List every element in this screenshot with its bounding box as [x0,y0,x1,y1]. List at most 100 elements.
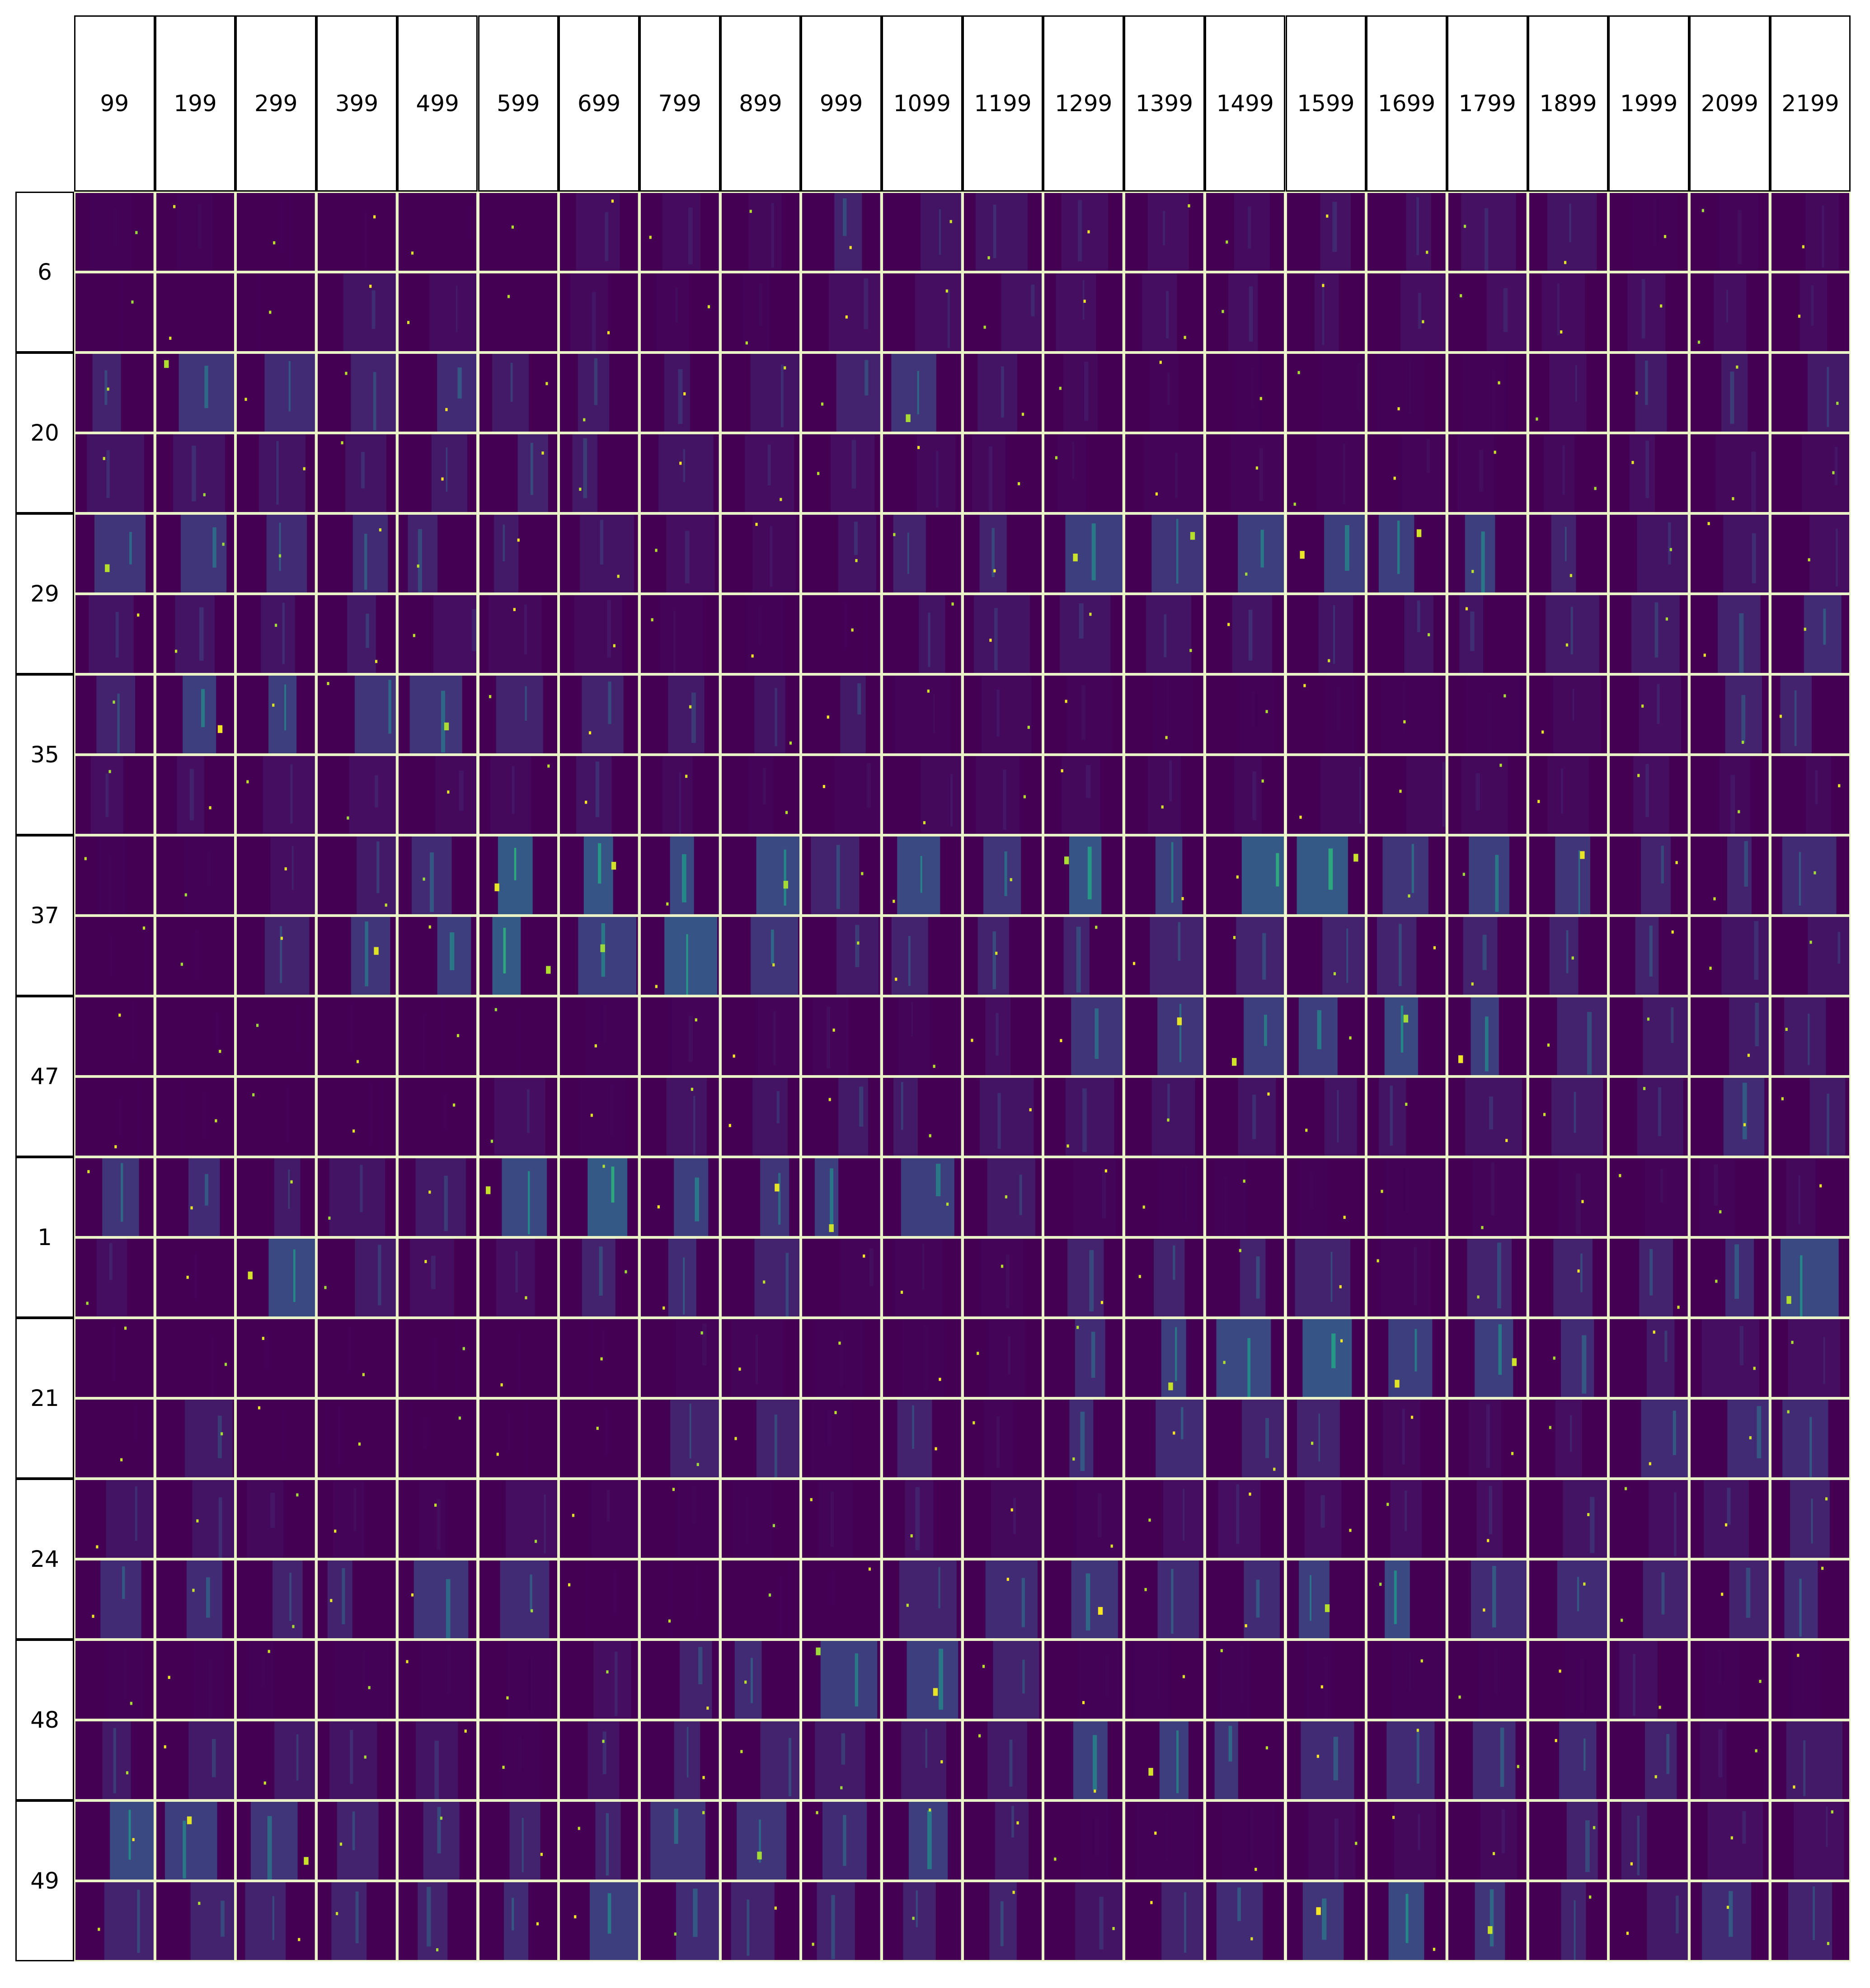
heatmap-tile [397,1720,478,1800]
activation-region [1715,434,1769,512]
activation-peak [1483,1608,1485,1612]
activation-region [1720,756,1750,834]
heatmap-tile [1366,1157,1447,1237]
activation-streak [1727,1487,1731,1525]
activation-region [1555,837,1590,914]
heatmap-tile [397,1398,478,1479]
activation-streak [1837,932,1840,964]
activation-peak [1796,1654,1800,1657]
activation-streak [1072,442,1074,479]
activation-peak [1297,371,1300,374]
heatmap-image [237,917,315,995]
heatmap-tile [1124,1076,1205,1157]
activation-region [1719,193,1758,271]
heatmap-tile [478,1479,559,1559]
activation-peak [1660,304,1663,308]
row-header-label: 6 [38,259,52,285]
activation-region [1469,837,1509,914]
activation-region [259,434,306,512]
activation-peak [330,1599,333,1603]
heatmap-image [560,1400,638,1477]
column-header-label: 1799 [1458,90,1516,117]
activation-streak [376,841,380,893]
activation-region [1148,756,1181,834]
activation-region [1800,273,1827,351]
heatmap-tile [1366,916,1447,996]
heatmap-image [1448,676,1527,753]
activation-peak [989,639,992,642]
row-header-49: 49 [15,1800,74,1961]
heatmap-tile [1527,674,1609,755]
heatmap-image [1206,1400,1284,1477]
heatmap-image [1367,595,1446,673]
heatmap-image [1287,1319,1365,1397]
activation-peak [1713,897,1716,901]
activation-peak [1082,1701,1085,1704]
activation-streak [273,1896,275,1940]
activation-peak [1779,714,1782,718]
heatmap-tile [1608,1076,1689,1157]
heatmap-image [1771,595,1850,673]
activation-region [1157,1560,1199,1638]
heatmap-image [1287,1721,1365,1799]
activation-region [756,1400,800,1477]
activation-streak [1566,930,1569,973]
row-header-label: 49 [30,1868,59,1894]
heatmap-tile [74,272,155,352]
activation-streak [1492,370,1496,432]
activation-streak [1224,1176,1227,1236]
heatmap-tile [1689,594,1770,674]
activation-streak [1822,205,1824,268]
activation-region [1643,1560,1687,1638]
activation-streak [993,204,996,258]
heatmap-image [560,1641,638,1719]
activation-peak [1029,1108,1032,1112]
activation-region [1541,273,1585,351]
heatmap-image [1125,515,1203,592]
activation-peak [1753,1367,1756,1370]
heatmap-tile [1770,594,1851,674]
heatmap-image [560,1158,638,1236]
activation-streak [1004,851,1007,896]
heatmap-image [1044,837,1123,914]
activation-region [1146,595,1192,673]
heatmap-tile [1608,996,1689,1076]
heatmap-image [963,1882,1042,1960]
heatmap-image [560,756,638,834]
activation-streak [1252,1095,1256,1139]
activation-streak [128,1809,131,1860]
heatmap-image [1448,354,1527,432]
activation-peak [244,398,247,401]
column-header-499: 499 [397,15,478,192]
activation-streak [771,202,774,268]
heatmap-tile [1447,1157,1528,1237]
activation-peak [1505,1139,1508,1142]
activation-region [419,1480,445,1558]
activation-streak [350,1730,353,1784]
heatmap-tile [397,352,478,433]
activation-region [1298,1560,1330,1638]
heatmap-tile [478,1076,559,1157]
heatmap-image [1125,1802,1203,1880]
activation-peak [347,816,349,820]
activation-streak [186,284,190,342]
heatmap-tile [882,513,963,594]
activation-peak [917,446,920,449]
activation-streak [1357,363,1362,412]
activation-streak [1489,1486,1492,1534]
heatmap-image [1206,756,1284,834]
activation-streak [457,367,462,399]
activation-region [1565,1641,1607,1719]
activation-region [811,1400,851,1477]
activation-streak [1171,842,1174,903]
activation-peak [292,1625,295,1628]
heatmap-tile [882,272,963,352]
heatmap-tile [1770,674,1851,755]
heatmap-image [802,1480,880,1558]
heatmap-image [1448,1721,1527,1799]
heatmap-image [1125,1721,1203,1799]
activation-peak [651,618,653,621]
activation-peak [1463,225,1466,228]
activation-region [1222,1802,1275,1880]
heatmap-image [1367,1721,1446,1799]
